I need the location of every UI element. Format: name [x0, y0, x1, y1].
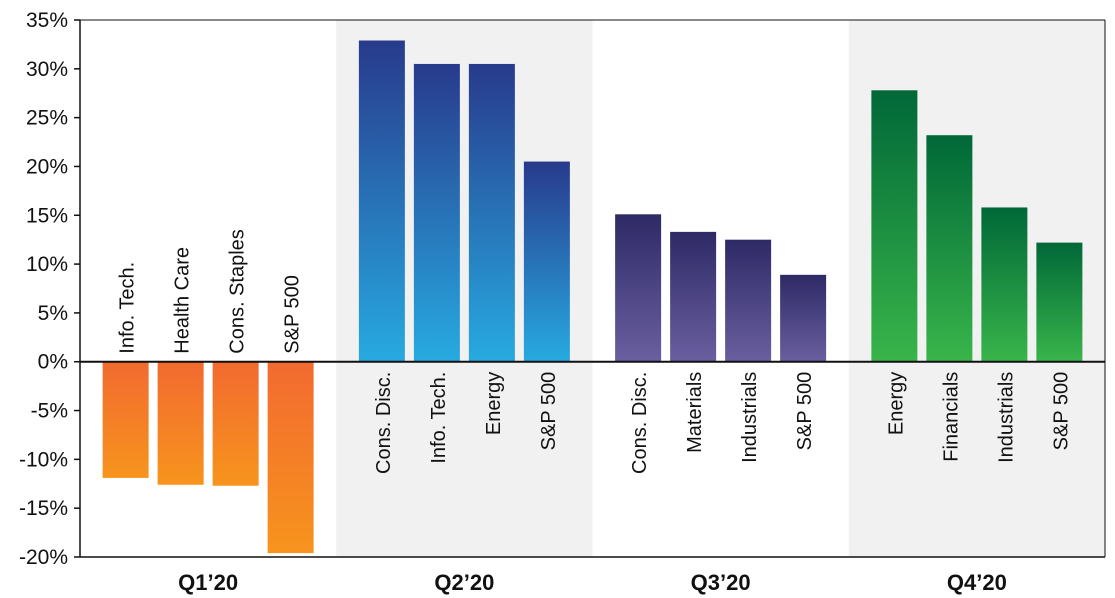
category-label: Cons. Disc. — [373, 372, 395, 474]
bar-2-3 — [468, 63, 515, 362]
quarter-label: Q1’20 — [178, 570, 238, 595]
quarter-label: Q2’20 — [434, 570, 494, 595]
y-tick-label: 20% — [26, 155, 68, 178]
y-tick-label: 15% — [26, 204, 68, 227]
y-tick-label: 35% — [26, 9, 68, 32]
category-label: Energy — [885, 372, 907, 435]
category-label: S&P 500 — [282, 275, 304, 354]
category-label: S&P 500 — [1050, 372, 1072, 451]
bar-1-2 — [157, 361, 204, 485]
bar-4-4 — [1036, 242, 1083, 362]
bar-2-4 — [523, 161, 570, 362]
bar-4-2 — [926, 135, 973, 362]
bar-3-2 — [670, 231, 717, 362]
y-tick-label: 10% — [26, 253, 68, 276]
category-label: S&P 500 — [538, 372, 560, 451]
bar-2-2 — [413, 63, 460, 362]
bar-1-1 — [102, 361, 149, 478]
category-label: Materials — [684, 372, 706, 453]
y-tick-label: -5% — [31, 400, 68, 423]
y-tick-label: 0% — [38, 351, 68, 374]
y-tick-label: 30% — [26, 58, 68, 81]
bar-1-4 — [267, 361, 314, 554]
category-label: Info. Tech. — [428, 372, 450, 464]
y-tick-label: -15% — [19, 497, 68, 520]
y-tick-label: -10% — [19, 448, 68, 471]
quarter-label: Q3’20 — [691, 570, 751, 595]
category-label: Cons. Staples — [227, 229, 249, 354]
category-label: Health Care — [172, 247, 194, 354]
category-label: Info. Tech. — [117, 262, 139, 354]
bar-2-1 — [358, 40, 405, 362]
bar-4-1 — [871, 90, 918, 362]
category-label: Energy — [483, 372, 505, 435]
bar-4-3 — [981, 207, 1028, 362]
y-tick-label: 5% — [38, 302, 68, 325]
quarter-label: Q4’20 — [947, 570, 1007, 595]
bar-1-3 — [212, 361, 259, 486]
category-label: Financials — [940, 372, 962, 462]
category-label: Cons. Disc. — [629, 372, 651, 474]
bar-3-3 — [725, 239, 772, 362]
category-label: S&P 500 — [794, 372, 816, 451]
bar-3-4 — [780, 274, 827, 362]
y-tick-label: -20% — [19, 546, 68, 569]
bar-3-1 — [615, 214, 662, 362]
category-label: Industrials — [995, 372, 1017, 463]
category-label: Industrials — [739, 372, 761, 463]
y-tick-label: 25% — [26, 107, 68, 130]
